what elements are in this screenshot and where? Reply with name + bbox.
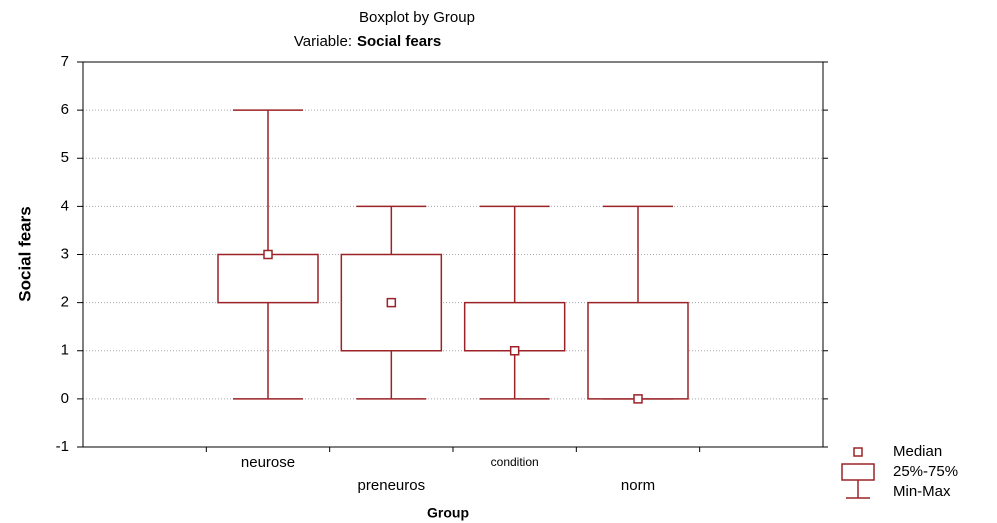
- legend-median-icon: [853, 447, 863, 457]
- y-tick-label: 1: [61, 342, 69, 359]
- x-axis-title: Group: [427, 505, 469, 521]
- legend-label: Min-Max: [893, 483, 951, 500]
- y-tick-label: 6: [61, 101, 69, 118]
- box: [340, 253, 443, 352]
- x-tick-label: preneuros: [358, 477, 426, 494]
- y-tick-label: -1: [56, 438, 69, 455]
- y-tick-label: 2: [61, 294, 69, 311]
- y-tick-label: 7: [61, 53, 69, 70]
- legend-label: 25%-75%: [893, 463, 958, 480]
- y-tick-label: 0: [61, 390, 69, 407]
- chart-title: Boxplot by Group: [359, 9, 475, 26]
- subtitle-variable: Social fears: [357, 33, 441, 50]
- legend-label: Median: [893, 443, 942, 460]
- legend-box-icon: [841, 463, 875, 481]
- median: [509, 346, 520, 356]
- median: [263, 249, 273, 260]
- y-tick-label: 3: [61, 245, 69, 262]
- x-tick-label: condition: [491, 455, 539, 469]
- y-tick-label: 4: [61, 197, 69, 214]
- x-tick-label: norm: [621, 477, 655, 494]
- y-axis-title: Social fears: [15, 206, 34, 301]
- subtitle-prefix: Variable:: [294, 33, 352, 50]
- box: [587, 301, 689, 400]
- box: [217, 253, 319, 304]
- median: [633, 394, 643, 404]
- y-tick-label: 5: [61, 149, 69, 166]
- median: [386, 297, 397, 308]
- box: [463, 301, 566, 352]
- x-tick-label: neurose: [241, 454, 295, 471]
